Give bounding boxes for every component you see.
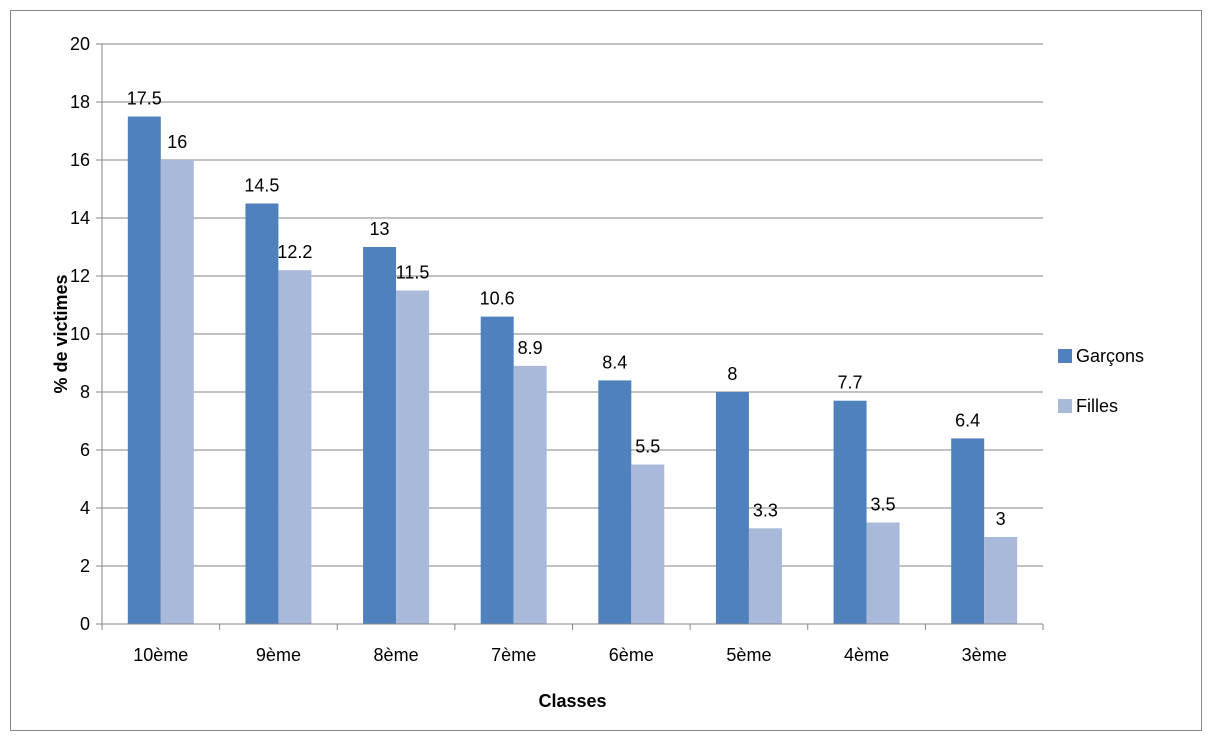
data-label: 8 <box>727 364 737 384</box>
y-tick-label: 8 <box>80 382 90 402</box>
y-axis-title: % de victimes <box>51 274 71 393</box>
data-label: 11.5 <box>396 263 430 283</box>
legend-swatch <box>1058 349 1072 363</box>
bar-series-2 <box>278 270 312 624</box>
data-label: 13 <box>370 219 390 239</box>
legend-label: Filles <box>1076 396 1118 416</box>
x-tick-label: 3ème <box>962 645 1007 665</box>
x-tick-label: 5ème <box>726 645 771 665</box>
data-label: 8.4 <box>602 352 627 372</box>
x-tick-label: 8ème <box>374 645 419 665</box>
y-tick-label: 0 <box>80 614 90 634</box>
bar-series-1 <box>127 116 161 624</box>
data-label: 3.3 <box>753 500 778 520</box>
x-tick-label: 4ème <box>844 645 889 665</box>
bar-series-2 <box>866 522 900 624</box>
bar-series-2 <box>984 537 1018 624</box>
y-tick-label: 20 <box>70 34 90 54</box>
bar-series-1 <box>480 316 514 624</box>
y-tick-label: 16 <box>70 150 90 170</box>
y-tick-label: 12 <box>70 266 90 286</box>
y-tick-label: 18 <box>70 92 90 112</box>
data-label: 5.5 <box>635 437 660 457</box>
bar-series-1 <box>951 438 985 624</box>
y-tick-label: 2 <box>80 556 90 576</box>
data-label: 14.5 <box>244 176 279 196</box>
bar-series-1 <box>833 400 867 624</box>
data-label: 7.7 <box>838 373 863 393</box>
bar-series-1 <box>715 392 749 624</box>
y-tick-label: 6 <box>80 440 90 460</box>
bar-series-1 <box>363 247 397 624</box>
data-label: 17.5 <box>127 89 162 109</box>
legend-swatch <box>1058 399 1072 413</box>
x-tick-label: 6ème <box>609 645 654 665</box>
data-label: 6.4 <box>955 410 980 430</box>
x-tick-label: 10ème <box>133 645 188 665</box>
x-tick-label: 7ème <box>491 645 536 665</box>
legend: Garçons Filles <box>1058 346 1144 416</box>
y-axis-ticks: 0 2 4 6 8 10 12 14 16 18 20 <box>70 34 103 634</box>
data-label: 3 <box>996 509 1006 529</box>
bars <box>127 116 1018 624</box>
x-axis-ticks: 10ème 9ème 8ème 7ème 6ème 5ème 4ème 3ème <box>101 624 1044 665</box>
bar-series-2 <box>396 290 430 624</box>
data-label: 8.9 <box>518 338 543 358</box>
bar-series-1 <box>245 203 279 624</box>
y-tick-label: 14 <box>70 208 90 228</box>
data-label: 3.5 <box>871 495 896 515</box>
bar-series-2 <box>513 365 547 624</box>
data-label: 12.2 <box>277 242 312 262</box>
bar-series-2 <box>748 528 782 624</box>
gridlines <box>102 43 1043 567</box>
y-tick-label: 10 <box>70 324 90 344</box>
legend-label: Garçons <box>1076 346 1144 366</box>
x-axis-title: Classes <box>538 691 606 711</box>
data-labels: 17.5 14.5 13 10.6 8.4 8 7.7 6.4 16 12.2 11.5 8.9 5.5… <box>127 89 1006 530</box>
bar-series-1 <box>598 380 632 624</box>
bar-series-2 <box>631 464 665 624</box>
bar-series-2 <box>160 160 194 624</box>
data-label: 16 <box>167 132 187 152</box>
y-tick-label: 4 <box>80 498 90 518</box>
x-tick-label: 9ème <box>256 645 301 665</box>
data-label: 10.6 <box>480 289 515 309</box>
